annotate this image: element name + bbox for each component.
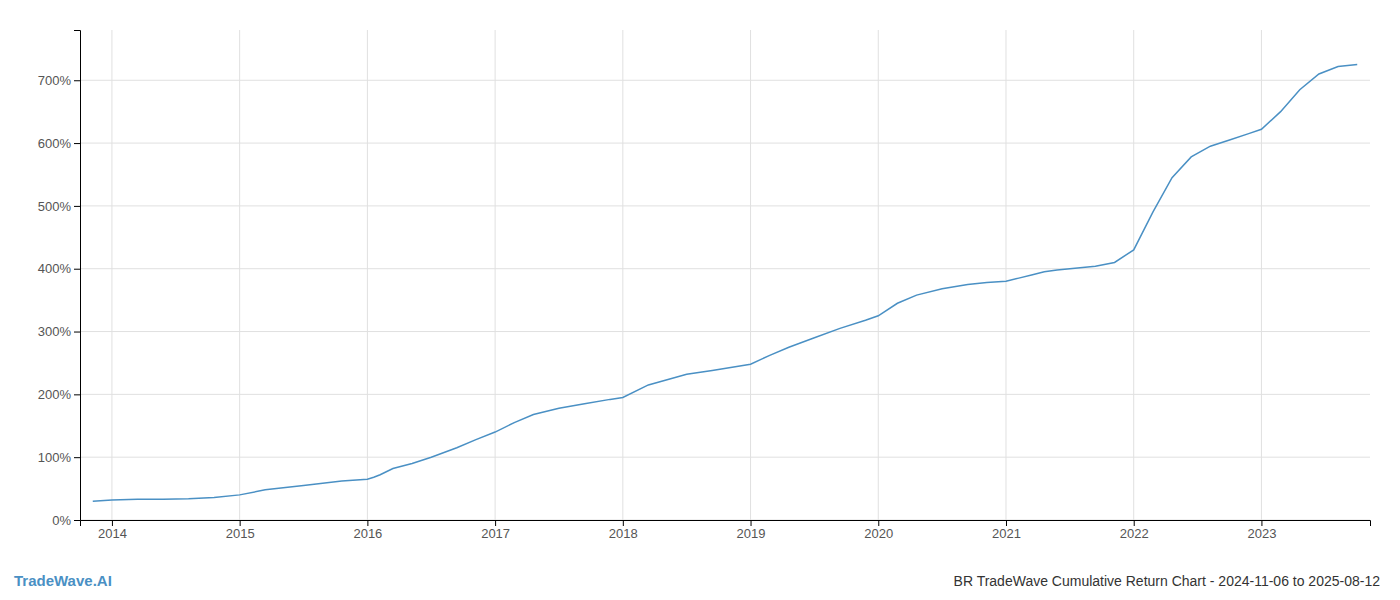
tick-mark — [495, 520, 496, 526]
tick-mark — [240, 520, 241, 526]
tick-label: 2021 — [992, 526, 1021, 541]
grid-line — [80, 80, 1370, 81]
chart: 2014 2015 2016 2017 2018 2019 2020 2021 2022 2023… — [0, 0, 1400, 600]
tick: 2015 — [226, 520, 255, 541]
tick-label: 0% — [52, 513, 71, 528]
tick-mark — [367, 520, 368, 526]
tick-label: 2016 — [353, 526, 382, 541]
grid-line — [750, 30, 751, 520]
tick-mark — [74, 206, 80, 207]
tick-mark — [623, 520, 624, 526]
tick: 600% — [38, 136, 80, 151]
axis-line — [74, 31, 81, 521]
grid-line — [80, 457, 1370, 458]
tick: 2021 — [992, 520, 1021, 541]
tick: 2020 — [864, 520, 893, 541]
tick-label: 2022 — [1120, 526, 1149, 541]
tick-mark — [74, 80, 80, 81]
tick: 700% — [38, 73, 80, 88]
tick-label: 400% — [38, 261, 72, 276]
tick-label: 2015 — [226, 526, 255, 541]
grid-line — [80, 394, 1370, 395]
tick-mark — [74, 520, 80, 521]
tick-mark — [1261, 520, 1262, 526]
grid-line — [495, 30, 496, 520]
tick: 2023 — [1247, 520, 1276, 541]
tick-mark — [1006, 520, 1007, 526]
tick-mark — [74, 332, 80, 333]
title: BR TradeWave Cumulative Return Chart - 2… — [954, 573, 1381, 589]
tick-mark — [878, 520, 879, 526]
tick-mark — [112, 520, 113, 526]
tick-label: 100% — [38, 450, 72, 465]
tick-label: 2019 — [737, 526, 766, 541]
tick-label: 600% — [38, 136, 72, 151]
grid-line — [80, 143, 1370, 144]
tick: 0% — [52, 513, 80, 528]
tick-label: 700% — [38, 73, 72, 88]
grid-line — [80, 205, 1370, 206]
tick-label: 200% — [38, 387, 72, 402]
tick: 400% — [38, 261, 80, 276]
marks — [93, 65, 1357, 502]
grid-line — [622, 30, 623, 520]
grid-line — [80, 331, 1370, 332]
grid-line — [239, 30, 240, 520]
annotation: TradeWave.AI — [14, 572, 112, 589]
tick: 2019 — [737, 520, 766, 541]
tick-label: 2014 — [98, 526, 127, 541]
tick: 200% — [38, 387, 80, 402]
grid-line — [111, 30, 112, 520]
tick-label: 2017 — [481, 526, 510, 541]
tick-mark — [74, 394, 80, 395]
axis-line — [81, 521, 1371, 527]
grid-line — [1133, 30, 1134, 520]
plot: 2014 2015 2016 2017 2018 2019 2020 2021 2022 2023… — [38, 30, 1371, 541]
y-axis: 0% 100% 200% 300% 400% 500% 600% 700% — [38, 31, 81, 528]
grid-line — [878, 30, 879, 520]
tick: 100% — [38, 450, 80, 465]
tick-mark — [751, 520, 752, 526]
tick: 500% — [38, 199, 80, 214]
tick: 300% — [38, 324, 80, 339]
tick-mark — [74, 269, 80, 270]
tick-label: 300% — [38, 324, 72, 339]
tick-label: 2018 — [609, 526, 638, 541]
tick-mark — [1134, 520, 1135, 526]
grid-line — [1005, 30, 1006, 520]
tick-mark — [74, 143, 80, 144]
tick: 2016 — [353, 520, 382, 541]
grid-line — [1261, 30, 1262, 520]
grid — [80, 30, 1370, 520]
tick-label: 2020 — [864, 526, 893, 541]
tick: 2014 — [98, 520, 127, 541]
tick-mark — [74, 457, 80, 458]
tick: 2018 — [609, 520, 638, 541]
tick: 2022 — [1120, 520, 1149, 541]
x-axis: 2014 2015 2016 2017 2018 2019 2020 2021 2022 2023 — [81, 520, 1371, 541]
grid-line — [80, 268, 1370, 269]
tick-label: 500% — [38, 199, 72, 214]
tick: 2017 — [481, 520, 510, 541]
grid-line — [367, 30, 368, 520]
tick-label: 2023 — [1247, 526, 1276, 541]
line — [93, 65, 1357, 502]
